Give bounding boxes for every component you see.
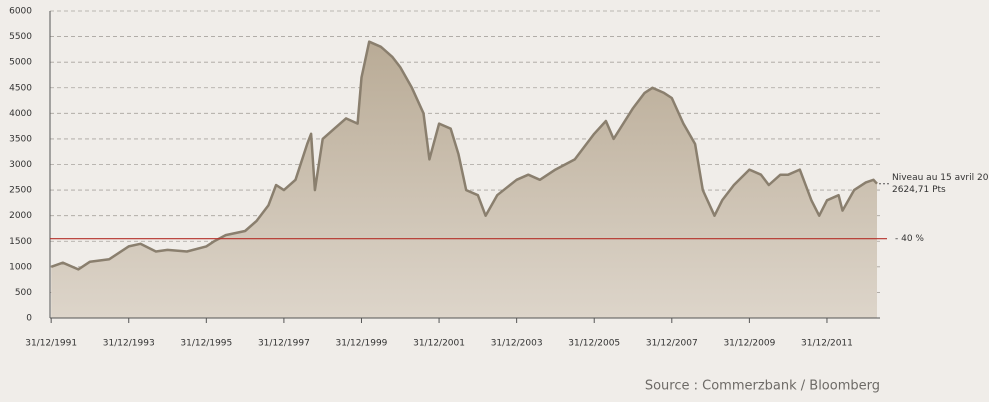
x-tick-label: 31/12/2001 [413,339,465,349]
x-tick-label: 31/12/1995 [180,339,232,349]
y-tick-label: 3000 [9,160,32,170]
x-tick-label: 31/12/2011 [801,339,853,349]
x-tick-label: 31/12/2009 [723,339,775,349]
x-tick-label: 31/12/2005 [568,339,620,349]
y-tick-label: 6000 [9,7,32,17]
source: Source : Commerzbank / Bloomberg [645,379,880,394]
reference-label: - 40 % [895,234,924,244]
x-tick-label: 31/12/1993 [103,339,155,349]
y-tick-label: 2000 [9,211,32,221]
y-tick-label: 5500 [9,32,32,42]
y-tick-label: 5000 [9,58,32,68]
y-tick-label: 1500 [9,237,32,247]
x-tick-label: 31/12/1991 [25,339,77,349]
area [51,41,877,318]
x-tick-label: 31/12/2007 [646,339,698,349]
y-tick-label: 4500 [9,83,32,93]
y-tick-label: 2500 [9,186,32,196]
y-tick-label: 3500 [9,134,32,144]
y-tick-label: 500 [15,288,32,298]
x-tick-label: 31/12/1997 [258,339,310,349]
annotation: Niveau au 15 avril 2013 [892,173,989,183]
y-tick-label: 4000 [9,109,32,119]
x-tick-label: 31/12/1999 [336,339,388,349]
annotation: 2624,71 Pts [892,185,946,195]
y-tick-label: 1000 [9,262,32,272]
y-tick-label: 0 [26,314,32,324]
line [50,40,878,271]
x-tick-label: 31/12/2003 [491,339,543,349]
